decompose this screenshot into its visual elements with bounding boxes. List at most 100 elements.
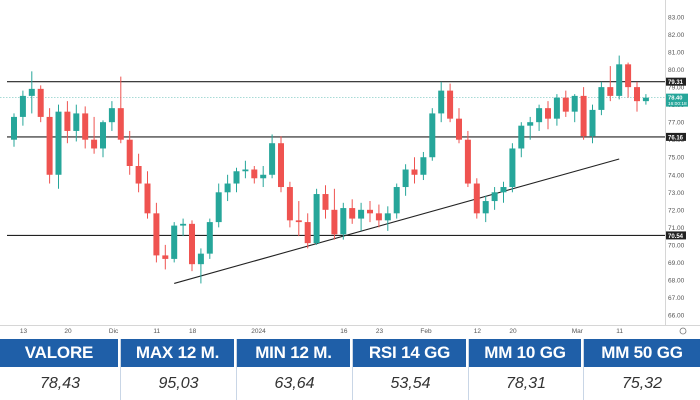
- candle-body: [349, 208, 356, 219]
- candle-body: [536, 108, 543, 123]
- level-label: 70.54: [668, 234, 684, 240]
- stat-header: MIN 12 M.: [237, 339, 352, 367]
- candle-body: [162, 255, 169, 259]
- x-tick-label: 11: [153, 328, 160, 335]
- candle-body: [509, 148, 516, 188]
- candle-body: [642, 97, 649, 102]
- y-tick-label: 75.00: [668, 155, 685, 162]
- candle-body: [420, 157, 427, 175]
- candle-body: [607, 87, 614, 96]
- candle-body: [197, 253, 204, 265]
- candle-body: [82, 113, 89, 140]
- candle-body: [616, 64, 623, 96]
- candle-body: [482, 201, 489, 214]
- candle-body: [589, 109, 596, 137]
- stats-table: VALORE 78,43 MAX 12 M. 95,03 MIN 12 M. 6…: [0, 339, 700, 400]
- candle-body: [135, 166, 142, 184]
- y-tick-label: 80.00: [668, 67, 685, 74]
- y-tick-label: 73.00: [668, 190, 685, 197]
- candle-body: [206, 222, 213, 254]
- x-tick-label: Mar: [572, 328, 584, 335]
- y-tick-label: 83.00: [668, 15, 685, 22]
- candle-body: [180, 223, 187, 226]
- candle-body: [313, 194, 320, 244]
- stat-rsi-14: RSI 14 GG 53,54: [353, 339, 469, 400]
- x-tick-label: 23: [376, 328, 384, 335]
- candle-body: [215, 192, 222, 223]
- candlestick-chart: 83.0082.0081.0080.0079.0078.0077.0076.00…: [0, 0, 700, 338]
- x-tick-label: 16: [340, 328, 348, 335]
- candle-body: [117, 108, 124, 140]
- trendline: [174, 158, 620, 284]
- level-label-box: [666, 231, 686, 240]
- candle-body: [242, 169, 249, 172]
- candle-body: [375, 213, 382, 221]
- stat-value: 78,31: [469, 367, 583, 400]
- candle-body: [37, 88, 44, 117]
- candle-body: [73, 113, 80, 131]
- y-tick-label: 68.00: [668, 277, 685, 284]
- candle-body: [224, 183, 231, 193]
- candle-body: [367, 209, 373, 214]
- candle-body: [625, 64, 632, 88]
- candle-body: [91, 139, 98, 149]
- x-tick-label: Feb: [420, 328, 432, 335]
- stat-value: 78,43: [0, 367, 120, 400]
- y-tick-label: 71.00: [668, 225, 685, 232]
- candle-body: [286, 187, 293, 221]
- candle-body: [108, 108, 115, 123]
- candle-body: [358, 209, 365, 219]
- candle-body: [500, 187, 507, 193]
- candle-body: [393, 187, 400, 214]
- candle-body: [19, 95, 26, 117]
- x-tick-label: Dic: [109, 328, 119, 335]
- candle-body: [260, 174, 267, 179]
- x-tick-label: 18: [189, 328, 197, 335]
- x-tick-label: 12: [474, 328, 482, 335]
- chart-background: [0, 0, 700, 338]
- candle-body: [64, 111, 71, 131]
- level-label-box: [666, 77, 686, 86]
- candle-body: [269, 143, 276, 175]
- candle-body: [473, 183, 480, 214]
- candle-body: [527, 122, 534, 126]
- candle-body: [438, 90, 445, 114]
- last-price-label: 78.40: [668, 96, 683, 102]
- stat-header: MM 50 GG: [584, 339, 700, 367]
- candle-body: [295, 220, 302, 223]
- stat-max-12m: MAX 12 M. 95,03: [121, 339, 237, 400]
- stat-header: RSI 14 GG: [353, 339, 468, 367]
- level-label: 79.31: [668, 80, 684, 86]
- stat-value: 95,03: [121, 367, 236, 400]
- candle-body: [126, 139, 133, 166]
- stat-valore: VALORE 78,43: [0, 339, 121, 400]
- candle-body: [331, 209, 338, 235]
- candle-body: [144, 183, 151, 214]
- settings-icon: [679, 327, 687, 335]
- candle-body: [28, 88, 35, 96]
- stat-value: 63,64: [237, 367, 352, 400]
- y-tick-label: 69.00: [668, 260, 685, 267]
- candle-body: [545, 108, 551, 119]
- candle-body: [153, 213, 160, 256]
- candle-body: [304, 222, 311, 244]
- candle-body: [251, 169, 258, 179]
- candle-body: [464, 139, 471, 184]
- candle-body: [429, 113, 436, 158]
- candle-body: [384, 213, 391, 221]
- candle-body: [189, 223, 195, 265]
- candle-body: [55, 111, 62, 175]
- candle-body: [562, 97, 569, 112]
- candle-body: [634, 87, 640, 102]
- y-tick-label: 70.00: [668, 242, 685, 249]
- level-label: 76.16: [668, 135, 684, 141]
- y-tick-label: 79.00: [668, 85, 685, 92]
- last-price-countdown: 16:00:18: [668, 101, 687, 107]
- candle-body: [553, 97, 560, 119]
- stat-min-12m: MIN 12 M. 63,64: [237, 339, 353, 400]
- level-label-box: [666, 132, 686, 141]
- stat-mm-10: MM 10 GG 78,31: [469, 339, 584, 400]
- candle-body: [411, 169, 418, 175]
- y-tick-label: 67.00: [668, 295, 685, 302]
- last-price-box: [666, 93, 688, 107]
